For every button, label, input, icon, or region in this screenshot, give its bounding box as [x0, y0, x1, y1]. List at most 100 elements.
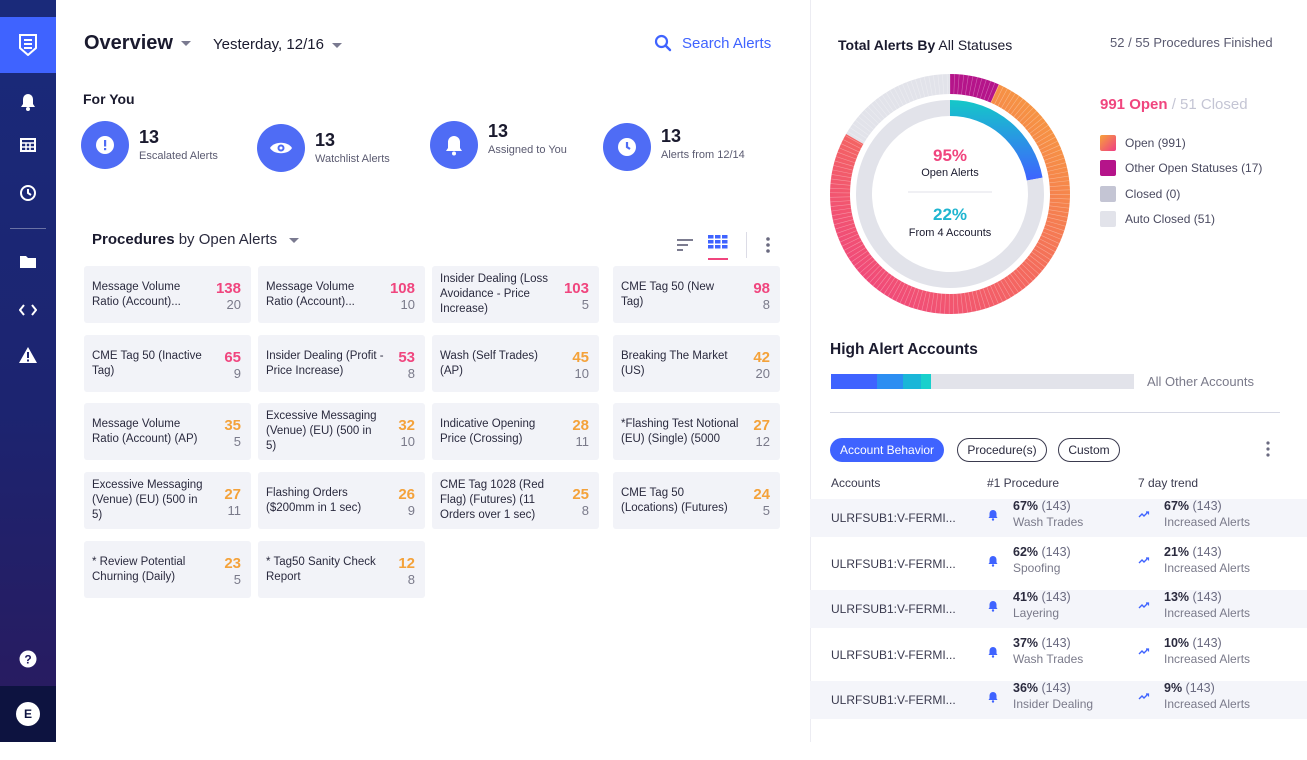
procedure-count: (143) [1038, 681, 1071, 695]
donut-segment-auto-closed[interactable] [846, 74, 950, 144]
trend-up-icon [1138, 602, 1150, 609]
procedure-name: CME Tag 50 (Inactive Tag) [92, 349, 202, 377]
tab-procedures[interactable]: Procedure(s) [957, 438, 1047, 462]
account-id[interactable]: ULRFSUB1:V-FERMI... [831, 602, 956, 616]
secondary-count: 8 [581, 503, 589, 518]
bar-segment[interactable] [831, 374, 877, 389]
search-alerts-button[interactable]: Search Alerts [654, 34, 771, 52]
procedure-card[interactable]: Flashing Orders ($200mm in 1 sec) 26 9 [258, 472, 425, 529]
procedure-card[interactable]: CME Tag 50 (Locations) (Futures) 24 5 [613, 472, 780, 529]
date-selector[interactable]: Yesterday, 12/16 [213, 36, 342, 53]
trend-count: (143) [1189, 590, 1222, 604]
tab-account-behavior[interactable]: Account Behavior [830, 438, 944, 462]
donut-hatch [830, 187, 851, 190]
trend-up-icon [1138, 511, 1150, 518]
procedure-card[interactable]: CME Tag 50 (Inactive Tag) 65 9 [84, 335, 251, 392]
procedure-name: Insider Dealing [1013, 697, 1094, 711]
donut-hatch [835, 156, 856, 164]
warning-icon[interactable] [0, 340, 56, 370]
procedure-card[interactable]: Insider Dealing (Profit - Price Increase… [258, 335, 425, 392]
stat-from-date[interactable]: 13 Alerts from 12/14 [603, 123, 745, 171]
open-alert-count: 35 [224, 417, 241, 434]
accounts-share-bar[interactable] [831, 374, 1134, 389]
sort-icon[interactable] [676, 238, 694, 252]
chevron-down-icon[interactable] [331, 42, 342, 48]
procedure-card[interactable]: Wash (Self Trades) (AP) 45 10 [432, 335, 599, 392]
procedure-count: (143) [1038, 590, 1071, 604]
procedure-count: (143) [1038, 499, 1071, 513]
procedure-card[interactable]: * Review Potential Churning (Daily) 23 5 [84, 541, 251, 598]
donut-hatch [1027, 117, 1043, 131]
donut-hatch [830, 183, 851, 186]
stat-escalated[interactable]: 13 Escalated Alerts [81, 121, 218, 169]
donut-segment-accounts[interactable] [950, 100, 1043, 181]
procedure-card[interactable]: Excessive Messaging (Venue) (EU) (500 in… [84, 472, 251, 529]
table-icon[interactable] [0, 130, 56, 160]
chevron-down-icon[interactable] [289, 237, 300, 243]
more-vertical-icon[interactable] [765, 236, 771, 254]
column-header-accounts[interactable]: Accounts [831, 476, 881, 490]
donut-hatch [830, 178, 851, 182]
account-id[interactable]: ULRFSUB1:V-FERMI... [831, 511, 956, 525]
tab-custom[interactable]: Custom [1058, 438, 1120, 462]
procedure-card[interactable]: *Flashing Test Notional (EU) (Single) (5… [613, 403, 780, 460]
procedure-card[interactable]: Breaking The Market (US) 42 20 [613, 335, 780, 392]
donut-segment-other-open[interactable] [950, 74, 999, 103]
donut-hatch [837, 151, 857, 160]
legend-item[interactable]: Open (991) [1100, 130, 1262, 156]
bar-segment[interactable] [877, 374, 903, 389]
procedure-card[interactable]: Message Volume Ratio (Account)... 138 20 [84, 266, 251, 323]
donut-hatch [965, 75, 969, 96]
procedure-card[interactable]: CME Tag 1028 (Red Flag) (Futures) (11 Or… [432, 472, 599, 529]
donut-hatch [1010, 98, 1024, 115]
legend-item[interactable]: Closed (0) [1100, 181, 1262, 207]
table-row[interactable]: ULRFSUB1:V-FERMI... 36% (143) Insider Deal… [810, 681, 1307, 719]
column-header-procedure[interactable]: #1 Procedure [987, 476, 1060, 490]
legend-item[interactable]: Other Open Statuses (17) [1100, 156, 1262, 182]
procedure-card[interactable]: Excessive Messaging (Venue) (EU) (500 in… [258, 403, 425, 460]
account-id[interactable]: ULRFSUB1:V-FERMI... [831, 648, 956, 662]
user-menu[interactable]: E [0, 686, 56, 742]
procedures-title[interactable]: Procedures by Open Alerts [92, 231, 300, 248]
donut-hatch [830, 204, 851, 207]
bar-segment[interactable] [903, 374, 921, 389]
donut-hatch [1033, 128, 1052, 141]
account-id[interactable]: ULRFSUB1:V-FERMI... [831, 557, 956, 571]
donut-hatch [1049, 201, 1070, 204]
procedure-card[interactable]: CME Tag 50 (New Tag) 98 8 [613, 266, 780, 323]
bell-icon[interactable] [0, 87, 56, 117]
donut-hatch [840, 143, 860, 153]
procedure-card[interactable]: Message Volume Ratio (Account) (AP) 35 5 [84, 403, 251, 460]
trend-share: 10% (143) [1164, 636, 1222, 650]
table-row[interactable]: ULRFSUB1:V-FERMI... 62% (143) Spoofing 21% … [810, 545, 1307, 583]
procedure-card[interactable]: Indicative Opening Price (Crossing) 28 11 [432, 403, 599, 460]
table-row[interactable]: ULRFSUB1:V-FERMI... 41% (143) Layering 13% … [810, 590, 1307, 628]
open-pct: 95% [933, 146, 967, 165]
donut-hatch [838, 230, 858, 239]
chevron-down-icon[interactable] [180, 41, 191, 47]
stat-assigned[interactable]: 13 Assigned to You [430, 121, 567, 169]
app-logo[interactable] [0, 17, 56, 73]
procedures-title-bold: Procedures [92, 231, 175, 248]
legend-item[interactable]: Auto Closed (51) [1100, 207, 1262, 233]
more-vertical-icon[interactable] [1265, 440, 1271, 458]
donut-hatch [996, 281, 1007, 300]
table-row[interactable]: ULRFSUB1:V-FERMI... 37% (143) Wash Trades 1… [810, 636, 1307, 674]
procedure-card[interactable]: Message Volume Ratio (Account)... 108 10 [258, 266, 425, 323]
folder-icon[interactable] [0, 246, 56, 276]
help-icon[interactable]: ? [0, 644, 56, 674]
bar-segment[interactable] [921, 374, 931, 389]
stat-watchlist[interactable]: 13 Watchlist Alerts [257, 124, 390, 172]
table-row[interactable]: ULRFSUB1:V-FERMI... 67% (143) Wash Trades 6… [810, 499, 1307, 537]
procedure-card[interactable]: Insider Dealing (Loss Avoidance - Price … [432, 266, 599, 323]
grid-view-icon[interactable] [708, 235, 728, 260]
procedure-card[interactable]: * Tag50 Sanity Check Report 12 8 [258, 541, 425, 598]
clock-icon[interactable] [0, 178, 56, 208]
column-header-trend[interactable]: 7 day trend [1138, 476, 1199, 490]
account-id[interactable]: ULRFSUB1:V-FERMI... [831, 693, 956, 707]
code-icon[interactable] [0, 295, 56, 325]
page-title[interactable]: Overview [84, 32, 191, 55]
avatar[interactable]: E [16, 702, 40, 726]
open-alert-count: 23 [224, 555, 241, 572]
bell-icon [430, 121, 478, 169]
